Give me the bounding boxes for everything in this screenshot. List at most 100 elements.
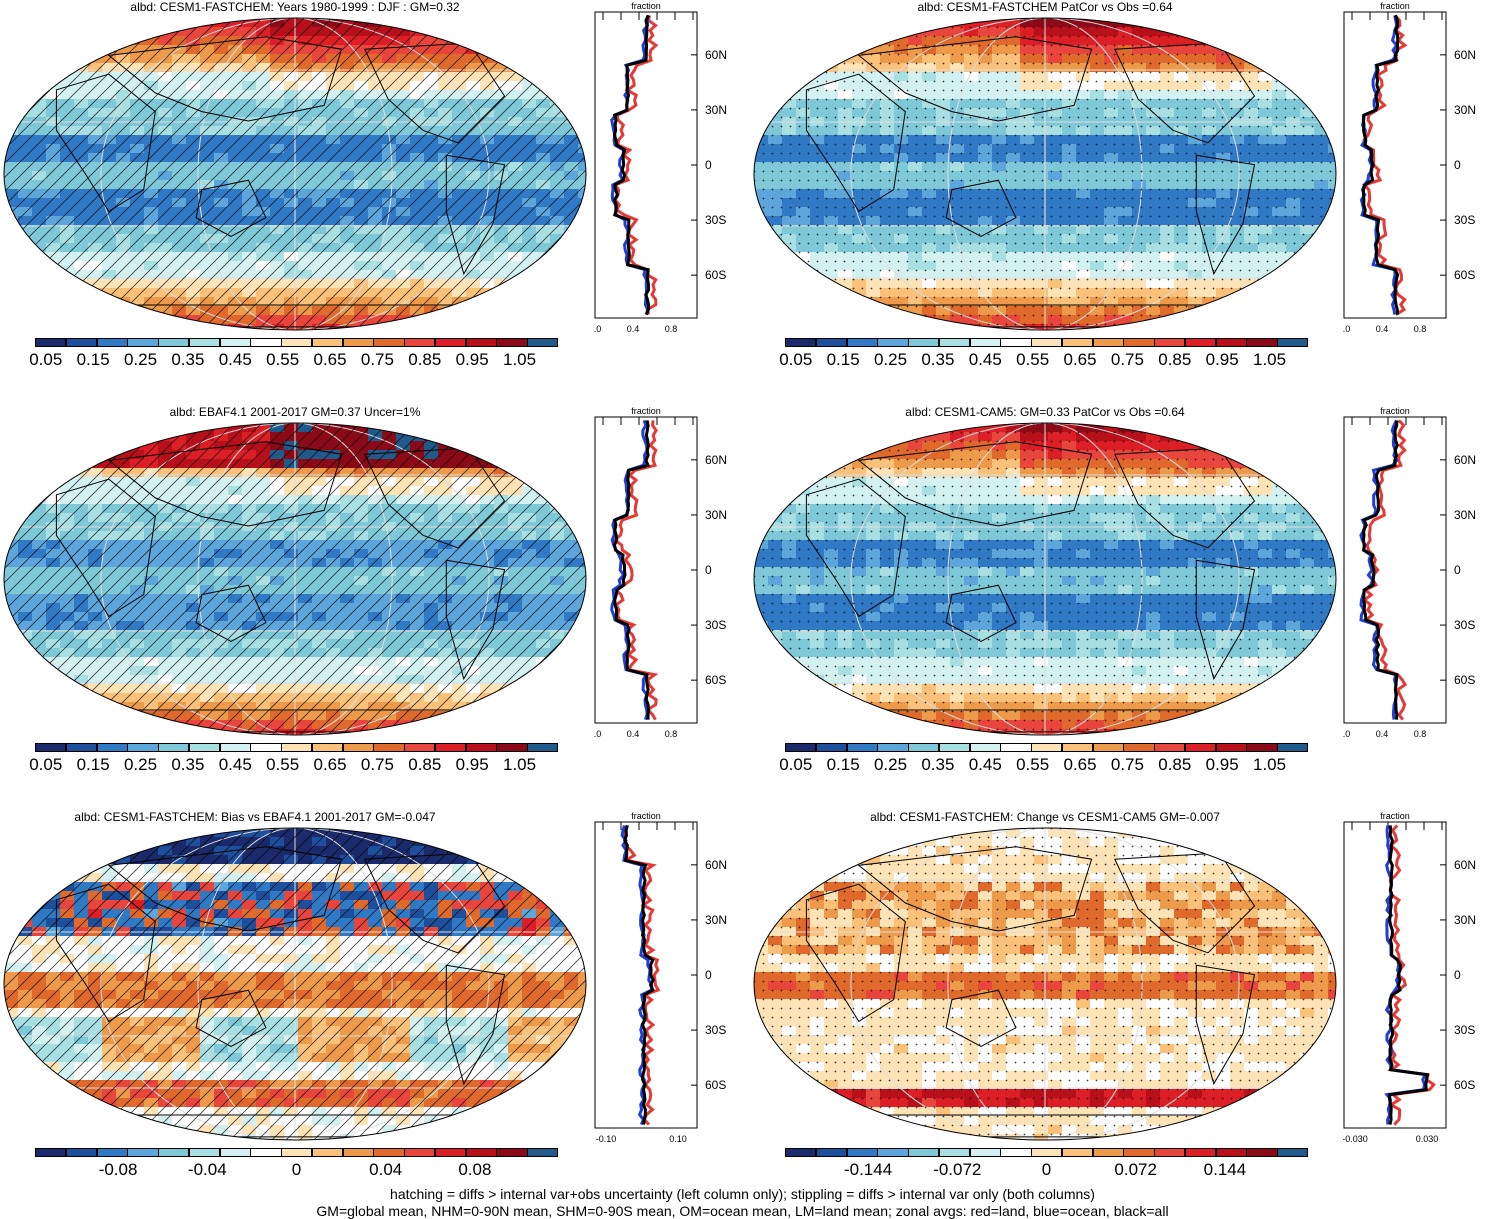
legend-tick-label: 0.85: [1158, 350, 1191, 370]
legend-swatch: [847, 338, 878, 347]
legend-swatch: [816, 338, 847, 347]
profile-x-tick-label: 0.8: [665, 324, 678, 334]
profile-lat-label: 60N: [705, 48, 727, 62]
hatching-overlay: [4, 828, 586, 1140]
legend-swatch: [189, 338, 220, 347]
legend-swatch: [496, 743, 527, 752]
profile-lat-label: 30N: [1454, 913, 1476, 927]
profile-lat-label: 30S: [1454, 618, 1475, 632]
legend-swatch: [527, 338, 558, 347]
profile-lat-label: 60S: [1454, 673, 1475, 687]
profile-x-tick-label: 0.10: [669, 1134, 687, 1144]
profile-x-tick-label: 0.4: [1376, 729, 1389, 739]
profile-lat-label: 30S: [1454, 213, 1475, 227]
panel-title: albd: EBAF4.1 2001-2017 GM=0.37 Uncer=1%: [5, 405, 585, 419]
profile-lat-label: 60S: [705, 1078, 726, 1092]
legend-swatch: [35, 338, 66, 347]
legend-swatch: [939, 1148, 970, 1157]
legend-swatch: [1031, 1148, 1062, 1157]
legend-tick-label: 0.15: [77, 350, 110, 370]
profile-lat-label: 30N: [1454, 508, 1476, 522]
legend-tick-label: 0.75: [1111, 350, 1144, 370]
profile-top-label: fraction: [631, 1, 661, 11]
legend-swatch: [281, 743, 312, 752]
legend-tick-label: 0.15: [827, 350, 860, 370]
profile-top-label: fraction: [631, 406, 661, 416]
legend-swatch: [1216, 743, 1247, 752]
legend-tick-label: 0.25: [124, 350, 157, 370]
legend-tick-label: 0.65: [313, 755, 346, 775]
legend-swatch: [158, 743, 189, 752]
profile-x-tick-label: 0.4: [627, 729, 640, 739]
legend-swatch: [970, 743, 1001, 752]
profile-lat-label: 0: [1454, 563, 1461, 577]
profile-lat-label: 30S: [705, 213, 726, 227]
legend-swatch: [1123, 1148, 1154, 1157]
legend-tick-label: 0: [292, 1160, 301, 1180]
legend-tick-label: 1.05: [1253, 755, 1286, 775]
legend-tick-label: 0.15: [77, 755, 110, 775]
legend-swatch: [127, 338, 158, 347]
legend-tick-label: 0.55: [1016, 755, 1049, 775]
legend-swatch: [404, 338, 435, 347]
panel-1: albd: CESM1-FASTCHEM: Years 1980-1999 : …: [0, 0, 740, 400]
panel-title: albd: CESM1-FASTCHEM: Years 1980-1999 : …: [5, 0, 585, 14]
legend-swatch: [1154, 1148, 1185, 1157]
legend-tick-label: 1.05: [503, 350, 536, 370]
legend-swatch: [189, 1148, 220, 1157]
legend-swatch: [1216, 1148, 1247, 1157]
legend-tick-label: 0.35: [921, 350, 954, 370]
profile-lat-label: 30N: [705, 508, 727, 522]
footer-line-1: hatching = diffs > internal var+obs unce…: [0, 1186, 1485, 1202]
profile-x-tick-label: 0.8: [665, 729, 678, 739]
profile-land-line: [615, 15, 656, 314]
legend-swatch: [373, 743, 404, 752]
footer-line-2: GM=global mean, NHM=0-90N mean, SHM=0-90…: [0, 1203, 1485, 1219]
profile-x-tick-label: 0.030: [1416, 1134, 1439, 1144]
panel-title: albd: CESM1-FASTCHEM PatCor vs Obs =0.64: [755, 0, 1335, 14]
legend-swatch: [158, 1148, 189, 1157]
legend-swatch: [35, 743, 66, 752]
legend-swatch: [1185, 1148, 1216, 1157]
legend-tick-label: 0.85: [408, 350, 441, 370]
legend-swatch: [435, 743, 466, 752]
legend-swatch: [66, 338, 97, 347]
legend-swatch: [1062, 338, 1093, 347]
legend-tick-label: 0.65: [313, 350, 346, 370]
legend-swatch: [970, 1148, 1001, 1157]
legend-tick-label: 0.35: [921, 755, 954, 775]
legend-swatch: [877, 1148, 908, 1157]
legend-swatch: [1154, 743, 1185, 752]
profile-lat-label: 0: [1454, 968, 1461, 982]
legend-swatch: [1216, 338, 1247, 347]
legend-swatch: [281, 338, 312, 347]
legend-tick-label: 1.05: [503, 755, 536, 775]
profile-x-tick-label: -0.030: [1343, 1134, 1368, 1144]
legend-swatch: [1000, 338, 1031, 347]
legend-tick-label: 0.85: [408, 755, 441, 775]
legend-swatch: [404, 1148, 435, 1157]
legend-swatch: [1093, 743, 1124, 752]
profile-lat-label: 0: [705, 158, 712, 172]
legend-tick-label: 0.85: [1158, 755, 1191, 775]
legend-tick-label: 0.65: [1063, 350, 1096, 370]
legend-swatch: [312, 338, 343, 347]
profile-lat-label: 60S: [1454, 1078, 1475, 1092]
legend-tick-label: 0.95: [1206, 350, 1239, 370]
legend-swatch: [343, 338, 374, 347]
legend-swatch: [97, 743, 128, 752]
legend-swatch: [312, 1148, 343, 1157]
legend-swatch: [97, 338, 128, 347]
legend-tick-label: 0.25: [874, 350, 907, 370]
legend-swatch: [1246, 743, 1277, 752]
profile-lat-label: 0: [705, 968, 712, 982]
profile-lat-label: 30N: [1454, 103, 1476, 117]
legend-swatch: [785, 743, 816, 752]
profile-lat-label: 60N: [1454, 858, 1476, 872]
robinson-map: [750, 419, 1340, 749]
legend-tick-label: 0.55: [266, 755, 299, 775]
robinson-map: [0, 419, 590, 749]
legend-tick-label: 0.45: [969, 755, 1002, 775]
legend-tick-label: 0.95: [456, 350, 489, 370]
